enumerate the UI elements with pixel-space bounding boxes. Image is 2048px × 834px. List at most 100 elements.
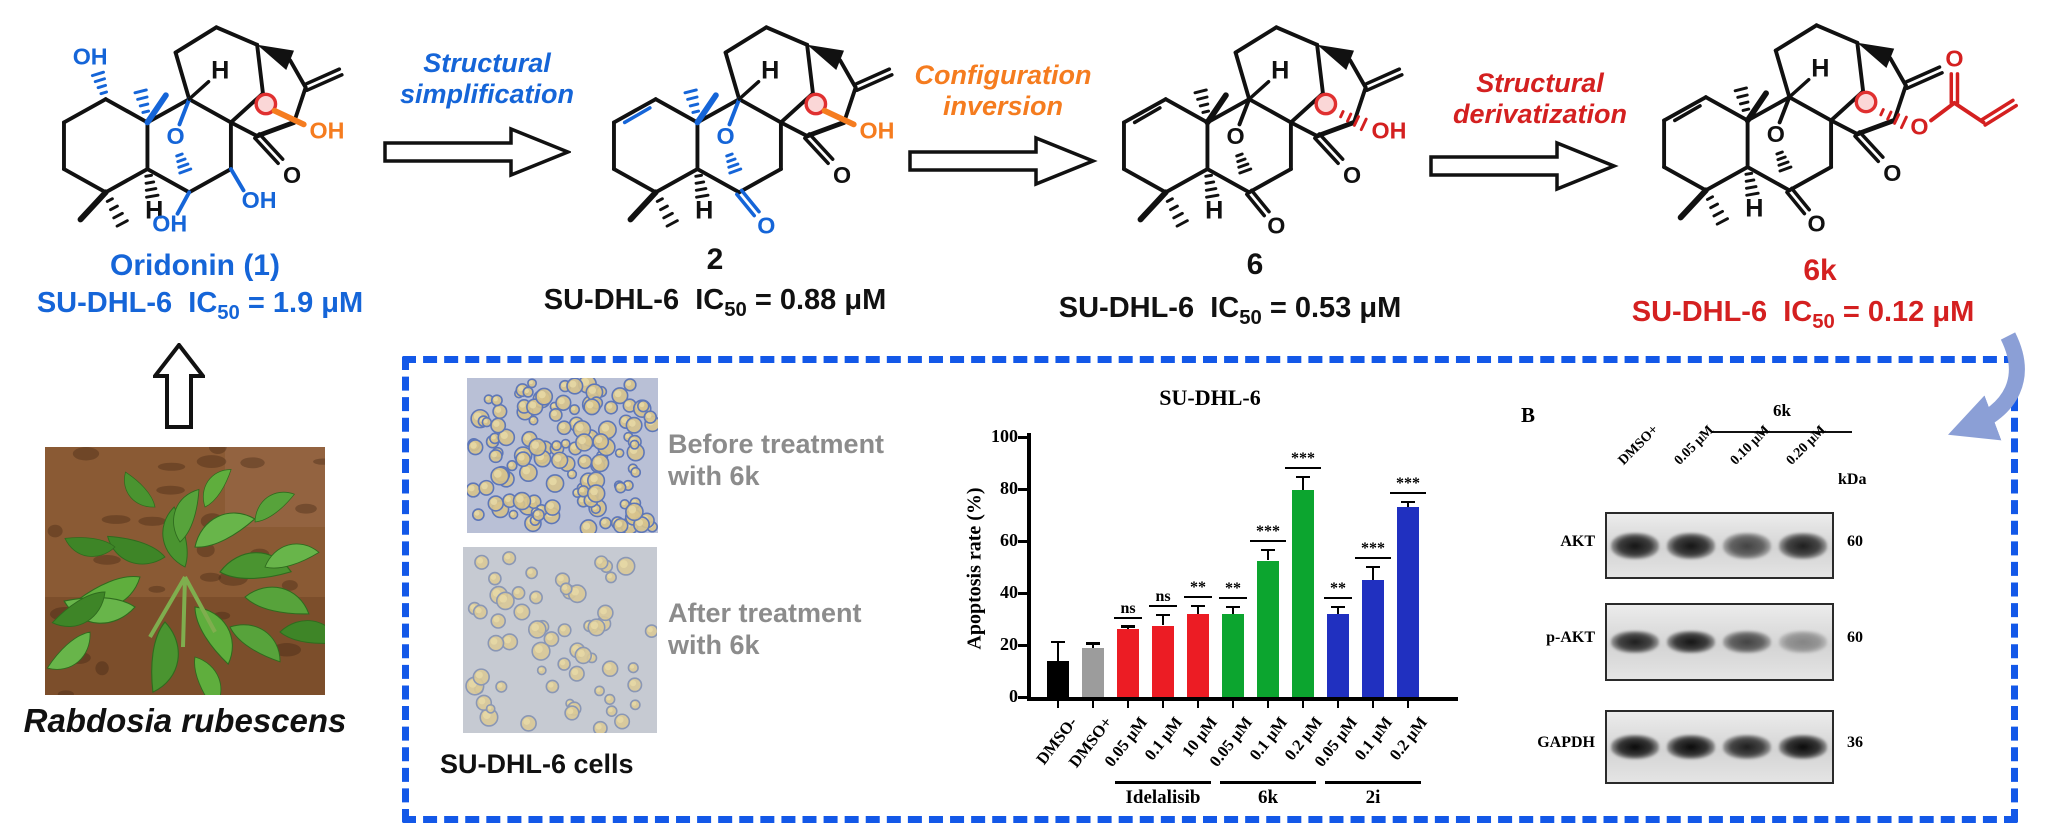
significance-text: *** bbox=[1285, 450, 1321, 470]
y-tick-mark bbox=[1018, 487, 1027, 491]
blot-lane-label-text: DMSO+ bbox=[1615, 422, 1662, 469]
bar-0.05 μM bbox=[1222, 613, 1244, 697]
error-bar bbox=[1056, 642, 1060, 661]
y-tick-mark bbox=[1018, 435, 1027, 439]
arrow-2-label: Configuration inversion bbox=[914, 60, 1092, 121]
y-tick-mark bbox=[1018, 643, 1027, 647]
error-bar bbox=[1196, 606, 1200, 614]
atom-label: O bbox=[1910, 113, 1928, 139]
blot-strip-AKT bbox=[1605, 512, 1834, 579]
y-tick-mark bbox=[1018, 591, 1027, 595]
blot-group-label: 6k bbox=[1773, 401, 1791, 420]
error-bar-cap bbox=[1191, 604, 1205, 607]
group-line-Idelalisib bbox=[1115, 781, 1211, 784]
blot-protein-label: AKT bbox=[1560, 532, 1595, 550]
plant-caption: Rabdosia rubescens bbox=[23, 702, 347, 739]
y-tick-label: 60 bbox=[1000, 530, 1018, 550]
bar-0.1 μM bbox=[1257, 560, 1279, 697]
atom-label: H bbox=[145, 196, 163, 224]
y-tick-label: 100 bbox=[991, 426, 1018, 446]
blot-lane-label: 0.20 μM bbox=[1784, 423, 1885, 469]
y-tick-label: 20 bbox=[1000, 634, 1018, 654]
compound-2-activity: SU-DHL-6 IC50 = 0.88 μM bbox=[543, 284, 887, 321]
bar-0.2 μM bbox=[1292, 490, 1314, 697]
significance-text: ns bbox=[1114, 600, 1142, 619]
results-box-border bbox=[402, 356, 2018, 823]
arrow-3-right-icon bbox=[1429, 140, 1619, 192]
group-label-6k: 6k bbox=[1257, 787, 1279, 808]
atom-label: H bbox=[1205, 196, 1223, 224]
x-tick-mark bbox=[1196, 700, 1200, 708]
significance-text: ** bbox=[1219, 580, 1247, 600]
error-bar bbox=[1091, 643, 1095, 648]
significance-label: *** bbox=[1268, 450, 1338, 470]
blot-band bbox=[1667, 532, 1715, 559]
x-tick-mark bbox=[1336, 700, 1340, 708]
atom-label: H bbox=[211, 57, 229, 85]
blot-band bbox=[1611, 631, 1659, 653]
y-tick-label: 0 bbox=[1009, 686, 1018, 706]
x-tick-mark bbox=[1406, 700, 1410, 708]
atom-label: H bbox=[761, 57, 779, 85]
x-tick-mark bbox=[1371, 700, 1375, 708]
compound-1-activity: SU-DHL-6 IC50 = 1.9 μM bbox=[36, 287, 364, 324]
error-bar bbox=[1231, 607, 1235, 614]
blot-band bbox=[1611, 532, 1659, 559]
atom-label: O bbox=[1343, 162, 1361, 188]
significance-label: ** bbox=[1163, 579, 1233, 598]
significance-label: ns bbox=[1128, 588, 1198, 608]
atom-label: O bbox=[167, 123, 185, 149]
error-bar-cap bbox=[1401, 500, 1415, 503]
significance-text: ** bbox=[1184, 579, 1212, 598]
x-tick-mark bbox=[1161, 700, 1165, 708]
atom-label: O bbox=[833, 162, 851, 188]
atom-label: OH bbox=[860, 117, 895, 143]
atom-label: OH bbox=[73, 44, 108, 70]
significance-label: *** bbox=[1338, 540, 1408, 559]
x-tick-label: 0.1 μM bbox=[1140, 713, 1186, 764]
after-treatment-label: After treatment with 6k bbox=[668, 598, 862, 660]
chart-title: SU-DHL-6 bbox=[1159, 385, 1261, 410]
bar-0.05 μM bbox=[1327, 613, 1349, 697]
blot-band bbox=[1723, 532, 1771, 559]
error-bar bbox=[1371, 567, 1375, 580]
significance-label: *** bbox=[1233, 523, 1303, 543]
blot-kda-value: 60 bbox=[1847, 532, 1863, 550]
significance-text: *** bbox=[1250, 523, 1286, 543]
curved-arrow-icon bbox=[1948, 332, 2025, 441]
atom-label: H bbox=[695, 196, 713, 224]
atom-label: O bbox=[757, 212, 775, 237]
group-line-6k bbox=[1220, 781, 1316, 784]
compound-1-name: Oridonin (1) bbox=[110, 249, 280, 282]
chart-y-axis bbox=[1027, 433, 1031, 701]
atom-label: O bbox=[1883, 160, 1901, 186]
compound-6k-activity: SU-DHL-6 IC50 = 0.12 μM bbox=[1631, 296, 1975, 333]
before-treatment-label: Before treatment with 6k bbox=[668, 429, 885, 491]
atom-label: O bbox=[1807, 210, 1825, 235]
x-tick-mark bbox=[1056, 700, 1060, 708]
blot-band bbox=[1779, 631, 1827, 653]
error-bar-cap bbox=[1121, 625, 1135, 628]
y-tick-label: 80 bbox=[1000, 478, 1018, 498]
chart-x-axis bbox=[1027, 697, 1458, 701]
blot-lane-label-text: 0.05 μM bbox=[1671, 422, 1718, 469]
blot-band bbox=[1779, 735, 1827, 759]
atom-label: O bbox=[1267, 212, 1285, 237]
significance-label: *** bbox=[1373, 475, 1443, 494]
blot-protein-label: GAPDH bbox=[1537, 734, 1595, 751]
blot-kda-value: 36 bbox=[1847, 734, 1863, 751]
x-tick-mark bbox=[1231, 700, 1235, 708]
y-tick-label: 40 bbox=[1000, 582, 1018, 602]
error-bar-cap bbox=[1156, 613, 1170, 617]
significance-label: ** bbox=[1198, 580, 1268, 600]
blot-band bbox=[1723, 735, 1771, 759]
bar-0.1 μM bbox=[1152, 625, 1174, 697]
error-bar bbox=[1336, 607, 1340, 614]
atom-label: O bbox=[283, 162, 301, 188]
atom-label: OH bbox=[242, 187, 277, 213]
error-bar bbox=[1406, 502, 1410, 508]
atom-label: O bbox=[717, 123, 735, 149]
blot-panel-letter: B bbox=[1521, 403, 1536, 427]
cells-before-image bbox=[467, 378, 658, 533]
